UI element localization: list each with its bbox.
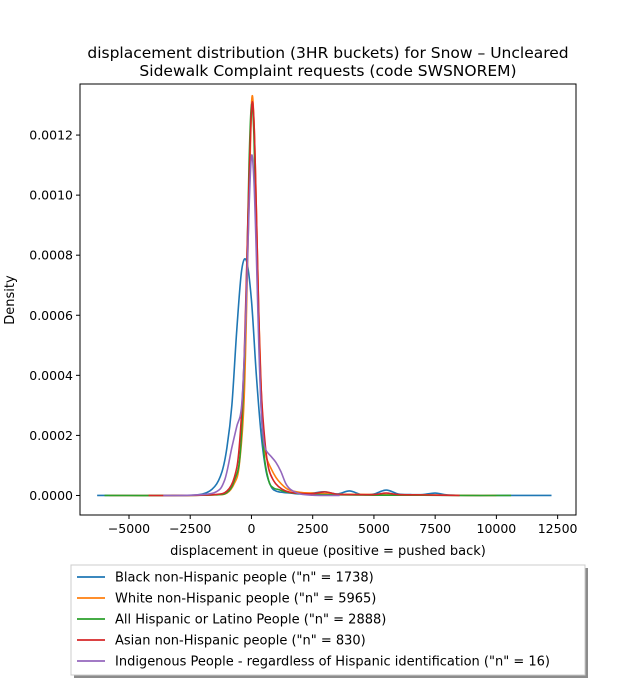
chart-title-line-1: displacement distribution (3HR buckets) …: [87, 44, 568, 62]
x-tick-label: 2500: [297, 521, 329, 536]
series-line-1: [97, 259, 551, 496]
plot-frame: [80, 84, 576, 515]
x-tick-label: 5000: [358, 521, 390, 536]
x-tick-label: 0: [247, 521, 255, 536]
y-tick-label: 0.0004: [29, 368, 73, 383]
x-tick-label: 12500: [538, 521, 578, 536]
series-line-4: [149, 102, 460, 496]
series-line-3: [104, 104, 511, 496]
series-line-2: [109, 96, 496, 496]
x-axis: −5000 −2500 0 2500 5000 7500 10000 12500: [108, 515, 578, 536]
y-axis-label: Density: [3, 275, 18, 325]
legend: Black non-Hispanic people ("n" = 1738) Wh…: [71, 565, 588, 678]
y-tick-label: 0.0002: [29, 428, 73, 443]
legend-label-1: Black non-Hispanic people ("n" = 1738): [115, 571, 374, 586]
chart-title-line-2: Sidewalk Complaint requests (code SWSNOR…: [139, 62, 516, 80]
x-tick-label: 7500: [419, 521, 451, 536]
series-layer: [97, 96, 551, 496]
x-tick-label: −2500: [169, 521, 211, 536]
legend-label-2: White non-Hispanic people ("n" = 5965): [115, 592, 376, 607]
y-tick-label: 0.0000: [29, 488, 73, 503]
x-tick-label: −5000: [108, 521, 150, 536]
plot-area: −5000 −2500 0 2500 5000 7500 10000 12500 0.0000…: [29, 84, 577, 536]
series-line-5: [163, 155, 339, 496]
y-tick-label: 0.0006: [29, 308, 73, 323]
x-tick-label: 10000: [477, 521, 517, 536]
y-tick-label: 0.0010: [29, 188, 73, 203]
y-tick-label: 0.0008: [29, 248, 73, 263]
y-tick-label: 0.0012: [29, 128, 73, 143]
x-axis-label: displacement in queue (positive = pushed…: [170, 544, 486, 559]
legend-label-5: Indigenous People - regardless of Hispan…: [115, 655, 550, 670]
y-axis: 0.0000 0.0002 0.0004 0.0006 0.0008 0.0010 0.00…: [29, 128, 80, 503]
legend-label-4: Asian non-Hispanic people ("n" = 830): [115, 634, 366, 649]
legend-label-3: All Hispanic or Latino People ("n" = 288…: [115, 613, 386, 628]
